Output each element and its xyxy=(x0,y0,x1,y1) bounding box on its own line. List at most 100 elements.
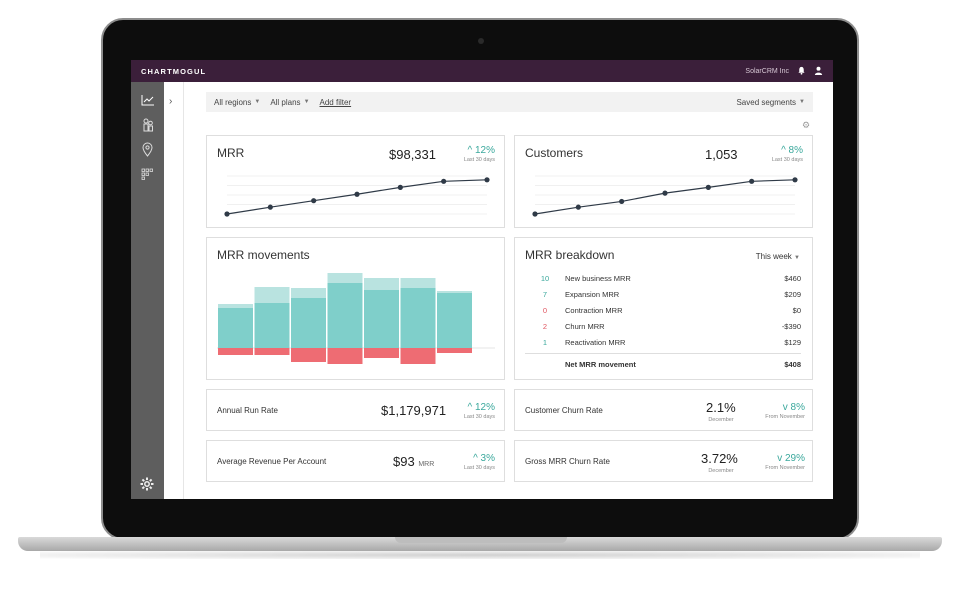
bar-new-business xyxy=(218,308,253,348)
breakdown-row[interactable]: 2 Churn MRR -$390 xyxy=(525,318,801,334)
trend-point xyxy=(662,190,668,196)
bar-churn xyxy=(254,348,290,355)
trend-point xyxy=(792,177,798,183)
chevron-right-icon[interactable]: › xyxy=(169,96,173,107)
camera xyxy=(478,38,484,44)
user-icon[interactable] xyxy=(814,66,823,77)
bar-new-business xyxy=(400,288,436,348)
breakdown-row[interactable]: 1 Reactivation MRR $129 xyxy=(525,334,801,350)
arr-card[interactable]: Annual Run Rate $1,179,971 ^ 12% Last 30… xyxy=(206,389,505,431)
customers-delta: ^ 8% Last 30 days xyxy=(761,146,803,164)
add-filter-link[interactable]: Add filter xyxy=(319,97,352,107)
breakdown-value: $209 xyxy=(784,289,801,299)
arr-value: $1,179,971 xyxy=(381,403,447,418)
trend-line xyxy=(226,179,488,215)
saved-segments-dropdown[interactable]: Saved segments ▼ xyxy=(736,98,805,107)
arr-delta-pct: ^ 12% xyxy=(467,402,496,413)
customers-card[interactable]: Customers 1,053 ^ 8% Last 30 days xyxy=(514,135,813,228)
top-bar: CHARTMOGUL SolarCRM Inc xyxy=(131,60,833,82)
grid-icon[interactable] xyxy=(140,168,155,183)
bell-icon[interactable] xyxy=(797,66,806,77)
breakdown-divider xyxy=(525,353,801,354)
breakdown-row[interactable]: 7 Expansion MRR $209 xyxy=(525,286,801,302)
breakdown-label: Contraction MRR xyxy=(565,305,623,315)
trend-point xyxy=(749,178,755,184)
breakdown-count: 2 xyxy=(542,321,548,331)
customer-churn-value: 2.1% xyxy=(706,400,736,415)
gross-churn-delta-pct: v 29% xyxy=(777,453,805,464)
breakdown-value: $129 xyxy=(784,337,801,347)
sidebar-expander[interactable]: › xyxy=(164,82,184,499)
location-pin-icon[interactable] xyxy=(140,142,155,157)
bar-churn xyxy=(218,348,253,355)
laptop-notch xyxy=(395,537,567,543)
plan-filter[interactable]: All plans ▼ xyxy=(270,98,309,107)
trend-point xyxy=(311,198,317,204)
bar-new-business xyxy=(364,290,399,348)
settings-gear-icon[interactable]: ⚙ xyxy=(802,120,811,130)
app-screen: CHARTMOGUL SolarCRM Inc › xyxy=(131,60,833,499)
chevron-down-icon: ▼ xyxy=(254,99,261,105)
customers-delta-period: Last 30 days xyxy=(771,157,803,163)
bar-expansion xyxy=(291,288,326,298)
mrr-breakdown-title: MRR breakdown xyxy=(525,248,615,262)
laptop-base xyxy=(18,537,942,551)
trend-point xyxy=(224,211,230,217)
customer-churn-month: December xyxy=(708,417,734,423)
chevron-down-icon: ▼ xyxy=(794,255,800,261)
breakdown-total-label: Net MRR movement xyxy=(565,359,636,369)
trend-point xyxy=(441,178,447,184)
arpa-card[interactable]: Average Revenue Per Account $93 MRR ^ 3%… xyxy=(206,440,505,482)
customers-value: 1,053 xyxy=(705,147,738,162)
trend-point xyxy=(484,177,490,183)
mrr-breakdown-card[interactable]: MRR breakdown This week ▼ 10 New business… xyxy=(514,237,813,380)
mrr-movements-card[interactable]: MRR movements xyxy=(206,237,505,380)
company-name[interactable]: SolarCRM Inc xyxy=(745,67,789,75)
arr-delta-period: Last 30 days xyxy=(463,414,495,420)
gross-churn-label: Gross MRR Churn Rate xyxy=(525,457,610,466)
gross-churn-month: December xyxy=(708,468,734,474)
customer-churn-card[interactable]: Customer Churn Rate 2.1% December v 8% F… xyxy=(514,389,813,431)
arpa-unit: MRR xyxy=(418,461,435,468)
customers-delta-pct: ^ 8% xyxy=(781,145,803,156)
gross-churn-card[interactable]: Gross MRR Churn Rate 3.72% December v 29… xyxy=(514,440,813,482)
bar-expansion xyxy=(437,291,472,293)
app-logo[interactable]: CHARTMOGUL xyxy=(141,66,207,76)
arpa-delta: ^ 3% Last 30 days xyxy=(453,454,495,472)
trend-point xyxy=(267,204,273,210)
arpa-delta-period: Last 30 days xyxy=(463,465,495,471)
line-chart-icon[interactable] xyxy=(140,94,155,109)
range-label: This week xyxy=(755,252,792,261)
breakdown-row[interactable]: 0 Contraction MRR $0 xyxy=(525,302,801,318)
gear-icon[interactable] xyxy=(140,477,154,494)
arpa-value: $93 xyxy=(393,454,415,469)
arr-delta: ^ 12% Last 30 days xyxy=(453,403,495,421)
mrr-card[interactable]: MRR $98,331 ^ 12% Last 30 days xyxy=(206,135,505,228)
customer-churn-delta: v 8% From November xyxy=(759,403,805,421)
customer-churn-label: Customer Churn Rate xyxy=(525,406,603,415)
bar-new-business xyxy=(254,303,290,348)
bar-expansion xyxy=(254,287,290,303)
trend-point xyxy=(532,211,538,217)
chevron-down-icon: ▼ xyxy=(303,99,310,105)
breakdown-label: Churn MRR xyxy=(565,321,605,331)
mrr-movements-chart xyxy=(217,273,495,364)
breakdown-count: 10 xyxy=(540,273,550,283)
range-dropdown[interactable]: This week ▼ xyxy=(756,252,800,261)
bar-new-business xyxy=(291,298,326,348)
saved-segments-label: Saved segments xyxy=(736,97,797,107)
breakdown-row[interactable]: 10 New business MRR $460 xyxy=(525,270,801,286)
region-filter[interactable]: All regions ▼ xyxy=(214,98,260,107)
bar-new-business xyxy=(437,293,472,348)
gross-churn-value: 3.72% xyxy=(701,451,738,466)
mrr-value: $98,331 xyxy=(389,147,436,162)
breakdown-count: 7 xyxy=(542,289,548,299)
gross-churn-delta: v 29% From November xyxy=(759,454,805,472)
people-icon[interactable] xyxy=(140,118,155,133)
bar-churn xyxy=(327,348,363,364)
bar-expansion xyxy=(364,278,399,290)
region-filter-label: All regions xyxy=(214,97,252,107)
main-content: All regions ▼ All plans ▼ Add filter Sav… xyxy=(184,82,833,499)
bar-churn xyxy=(400,348,436,364)
gross-churn-delta-period: From November xyxy=(765,465,805,471)
